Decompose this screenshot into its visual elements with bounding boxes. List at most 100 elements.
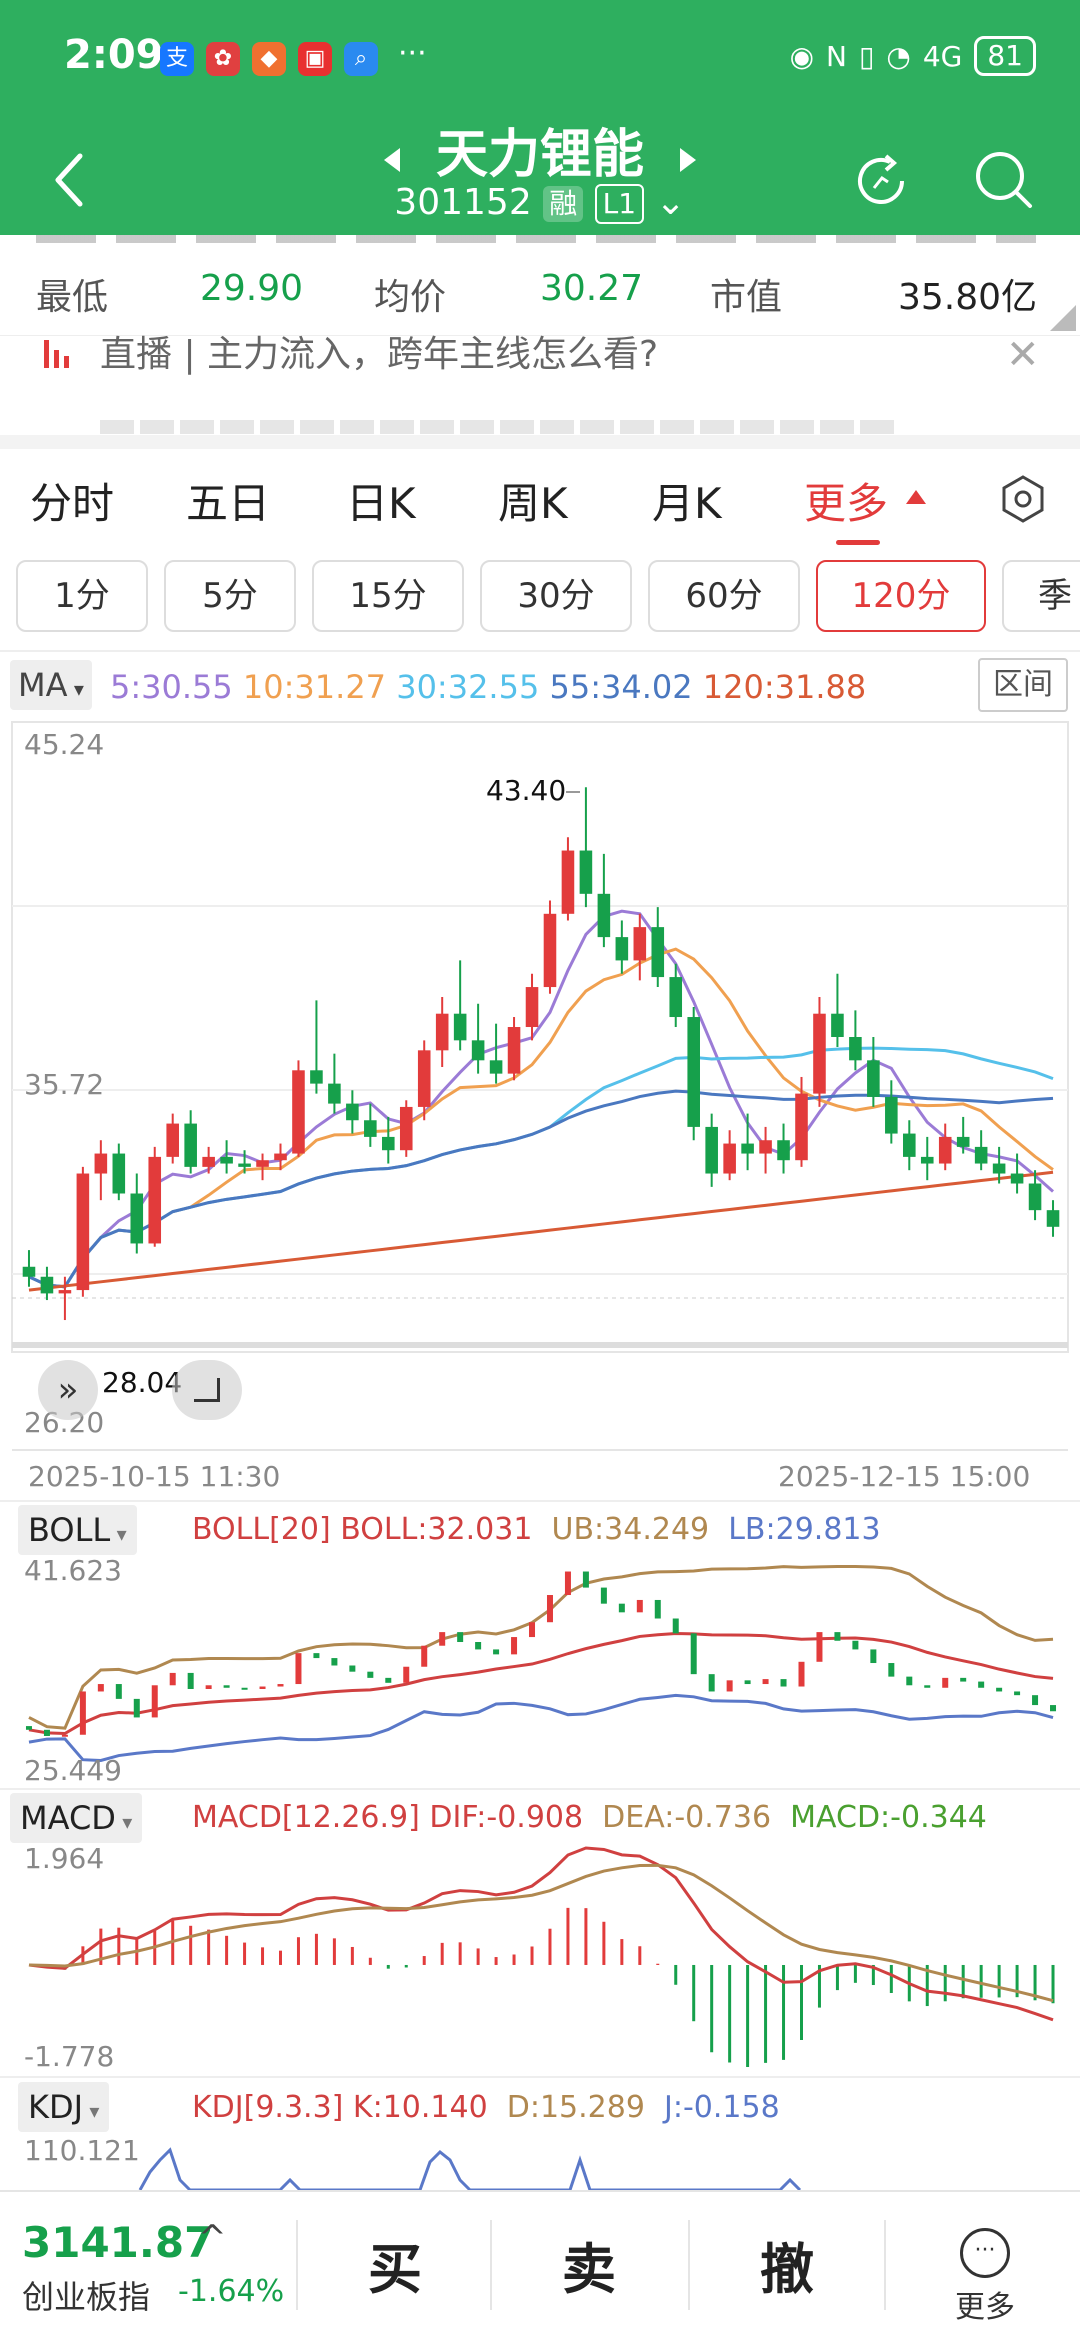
period-1min[interactable]: 1分 (16, 560, 148, 632)
macd-chart[interactable]: 1.964 -1.778 (0, 1840, 1080, 2080)
chevron-down-icon: ▾ (83, 2099, 100, 2123)
candle (723, 1143, 736, 1174)
more-button[interactable]: ··· 更多 (930, 2228, 1040, 2328)
boll-candle (133, 1698, 140, 1718)
period-120min[interactable]: 120分 (816, 560, 986, 632)
candle (76, 1173, 90, 1291)
kdj-k: K:10.140 (352, 2090, 488, 2125)
divider (296, 2220, 298, 2310)
candle (831, 1013, 844, 1038)
candlestick-chart[interactable]: 45.24 35.72 26.20 43.40 28.04 2025-10-15… (0, 720, 1080, 1500)
stock-name: 天力锂能 (435, 125, 644, 185)
app-notify-icon-2: ◆ (252, 42, 286, 76)
low-value: 29.90 (200, 268, 304, 309)
kdj-j: J:-0.158 (664, 2090, 780, 2125)
high-marker-label: 43.40 (486, 774, 566, 807)
kdj-d: D:15.289 (506, 2090, 645, 2125)
tab-more[interactable]: 更多 (804, 479, 889, 528)
boll-chart[interactable]: 41.623 25.449 (0, 1550, 1080, 1790)
caret-up-icon (906, 490, 926, 504)
sell-button[interactable]: 卖 (562, 2238, 616, 2301)
boll-candle (690, 1633, 697, 1675)
boll-axis-top: 41.623 (24, 1554, 122, 1587)
refresh-icon[interactable] (850, 150, 912, 212)
candle (561, 850, 575, 914)
boll-candle (1014, 1691, 1021, 1696)
index-change: -1.64% (178, 2274, 285, 2309)
candle (471, 1040, 485, 1061)
candle (310, 1070, 323, 1084)
boll-candle (888, 1663, 895, 1677)
tab-intraday[interactable]: 分时 (30, 479, 115, 528)
tab-monthly[interactable]: 月K (652, 479, 722, 528)
buy-button[interactable]: 买 (368, 2238, 422, 2301)
boll-candle (529, 1622, 536, 1638)
boll-candle (672, 1618, 679, 1634)
date-axis-end: 2025-12-15 15:00 (778, 1460, 1030, 1493)
tab-daily[interactable]: 日K (346, 479, 416, 528)
boll-selector[interactable]: BOLL ▾ (18, 1505, 137, 1555)
period-30min[interactable]: 30分 (480, 560, 632, 632)
period-15min[interactable]: 15分 (312, 560, 464, 632)
close-icon[interactable]: ✕ (1006, 332, 1040, 378)
boll-candle (564, 1571, 571, 1596)
candle (741, 1143, 754, 1154)
macd-dif-line (28, 1846, 1054, 2022)
index-panel[interactable]: 3141.87 ^ 创业板指 -1.64% (22, 2218, 292, 2318)
status-icons: ◉ N ▯ ◔ 4G 81 (790, 36, 1036, 76)
ma120-line (28, 1170, 1054, 1292)
ma-selector[interactable]: MA ▾ (10, 660, 92, 710)
candle (94, 1153, 108, 1174)
tab-5day[interactable]: 五日 (186, 479, 271, 528)
stock-code-row[interactable]: 301152 融 L1 ⌄ (0, 182, 1080, 224)
kdj-selector[interactable]: KDJ ▾ (18, 2082, 110, 2132)
level-tag: L1 (594, 184, 645, 224)
next-stock-button[interactable] (680, 148, 696, 172)
boll-candle (636, 1599, 643, 1613)
tab-weekly[interactable]: 周K (498, 479, 568, 528)
prev-stock-button[interactable] (384, 148, 400, 172)
period-quarter[interactable]: 季 (1002, 560, 1080, 632)
candle (885, 1096, 898, 1134)
boll-candle (978, 1681, 985, 1688)
range-button[interactable]: 区间 (978, 658, 1068, 712)
macd-selector[interactable]: MACD ▾ (10, 1793, 143, 1843)
ma5-line (28, 909, 1055, 1289)
candle (166, 1123, 179, 1157)
chevron-up-icon: ^ (198, 2218, 227, 2258)
candle (687, 1017, 700, 1127)
live-bars-icon (44, 340, 76, 368)
boll-candle (169, 1672, 176, 1686)
period-5min[interactable]: 5分 (164, 560, 296, 632)
divider (884, 2220, 886, 2310)
boll-candle (493, 1649, 500, 1655)
cancel-order-button[interactable]: 撤 (760, 2238, 814, 2301)
candle (346, 1103, 359, 1121)
ticker-text[interactable]: 直播 | 主力流入，跨年主线怎么看? (100, 334, 659, 375)
app-notify-icon-3: ▣ (298, 42, 332, 76)
candle (795, 1093, 808, 1161)
header-bar (0, 0, 1080, 235)
candle (364, 1120, 377, 1137)
quote-clipped-row (0, 235, 1080, 249)
live-ticker[interactable] (0, 335, 1080, 435)
divider (688, 2220, 690, 2310)
low-label: 最低 (36, 277, 109, 318)
ma120-value: 120:31.88 (702, 668, 867, 706)
macd-dif: DIF:-0.908 (429, 1800, 584, 1835)
kdj-chart[interactable]: 110.121 (0, 2130, 1080, 2190)
candle (903, 1133, 916, 1157)
expand-corner-icon[interactable] (1050, 305, 1076, 331)
boll-candle (349, 1665, 356, 1672)
back-icon[interactable] (50, 150, 90, 210)
date-axis-start: 2025-10-15 11:30 (28, 1460, 280, 1493)
macd-dea-line (28, 1863, 1054, 2003)
fullscreen-button[interactable] (172, 1360, 242, 1420)
search-icon[interactable] (972, 148, 1036, 212)
boll-candle (852, 1640, 859, 1650)
boll-candle (331, 1658, 338, 1666)
period-60min[interactable]: 60分 (648, 560, 800, 632)
collapse-arrows-button[interactable]: » (38, 1360, 98, 1420)
settings-icon[interactable] (1000, 474, 1046, 524)
macd-params: MACD[12.26.9] (192, 1800, 420, 1835)
